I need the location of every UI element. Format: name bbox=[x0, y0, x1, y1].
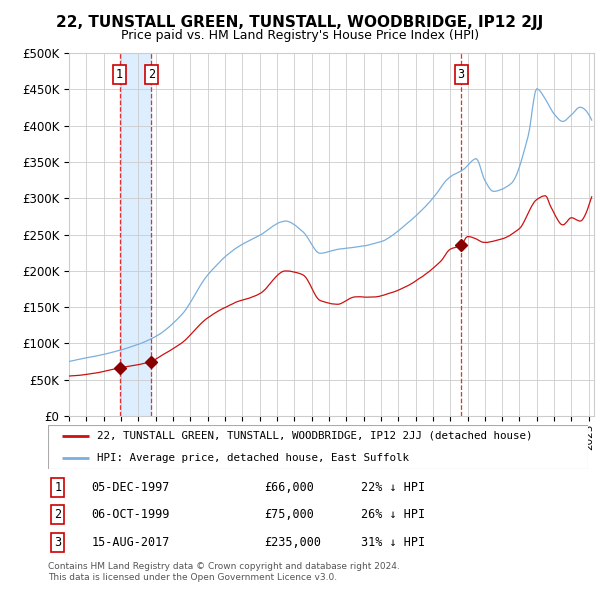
Text: 26% ↓ HPI: 26% ↓ HPI bbox=[361, 508, 425, 522]
Text: Contains HM Land Registry data © Crown copyright and database right 2024.: Contains HM Land Registry data © Crown c… bbox=[48, 562, 400, 571]
FancyBboxPatch shape bbox=[48, 425, 588, 469]
Text: This data is licensed under the Open Government Licence v3.0.: This data is licensed under the Open Gov… bbox=[48, 573, 337, 582]
Text: 22, TUNSTALL GREEN, TUNSTALL, WOODBRIDGE, IP12 2JJ: 22, TUNSTALL GREEN, TUNSTALL, WOODBRIDGE… bbox=[56, 15, 544, 30]
Text: 31% ↓ HPI: 31% ↓ HPI bbox=[361, 536, 425, 549]
Bar bbox=[119, 53, 151, 416]
Text: 2: 2 bbox=[54, 508, 61, 522]
Text: HPI: Average price, detached house, East Suffolk: HPI: Average price, detached house, East… bbox=[97, 453, 409, 463]
Text: 3: 3 bbox=[457, 68, 464, 81]
Text: 3: 3 bbox=[54, 536, 61, 549]
Text: 1: 1 bbox=[54, 481, 61, 494]
Text: Price paid vs. HM Land Registry's House Price Index (HPI): Price paid vs. HM Land Registry's House … bbox=[121, 30, 479, 42]
Text: 22% ↓ HPI: 22% ↓ HPI bbox=[361, 481, 425, 494]
Text: 22, TUNSTALL GREEN, TUNSTALL, WOODBRIDGE, IP12 2JJ (detached house): 22, TUNSTALL GREEN, TUNSTALL, WOODBRIDGE… bbox=[97, 431, 532, 441]
Text: 05-DEC-1997: 05-DEC-1997 bbox=[91, 481, 170, 494]
Text: £235,000: £235,000 bbox=[264, 536, 321, 549]
Text: 2: 2 bbox=[148, 68, 155, 81]
Text: £75,000: £75,000 bbox=[264, 508, 314, 522]
Text: 15-AUG-2017: 15-AUG-2017 bbox=[91, 536, 170, 549]
Text: 06-OCT-1999: 06-OCT-1999 bbox=[91, 508, 170, 522]
Text: 1: 1 bbox=[116, 68, 123, 81]
Text: £66,000: £66,000 bbox=[264, 481, 314, 494]
